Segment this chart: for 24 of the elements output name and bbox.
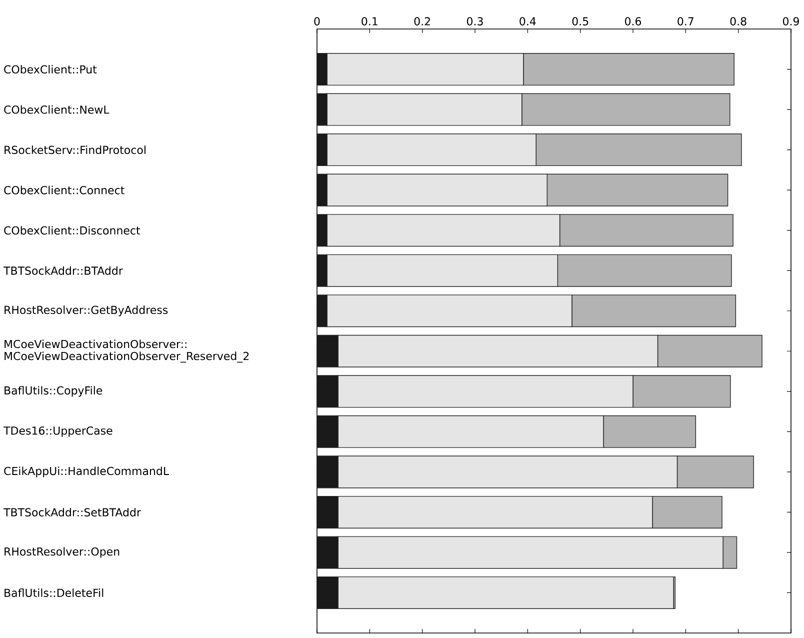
y-tick-label: CObexClient::Put — [4, 65, 97, 74]
y-tick-label: CObexClient::NewL — [4, 105, 110, 114]
y-tick-label: TDes16::UpperCase — [3, 426, 112, 437]
y-tick-label: MCoeViewDeactivationObserver:: MCoeViewDeactivationObserver_Reserved_2 — [4, 340, 249, 363]
y-tick-label: CObexClient::Disconnect — [4, 226, 140, 235]
y-tick-label: BaflUtils::CopyFile — [4, 386, 102, 397]
x-tick-label: 0 — [314, 17, 320, 26]
y-tick-label: RHostResolver::GetByAddress — [4, 306, 168, 316]
x-tick-label: 0.8 — [730, 17, 746, 26]
y-tick-label: CObexClient::Connect — [4, 186, 124, 194]
x-tick-label: 0.3 — [466, 17, 483, 26]
x-tick-label: 0.9 — [782, 17, 799, 26]
x-tick-label: 0.7 — [678, 17, 694, 26]
y-tick-label: RHostResolver::Open — [4, 547, 120, 558]
x-tick-label: 0.6 — [624, 17, 642, 26]
y-tick-label: CEikAppUi::HandleCommandL — [4, 466, 170, 478]
x-tick-label: 0.2 — [414, 17, 430, 26]
x-tick-label: 0.1 — [362, 17, 378, 26]
y-tick-label: TBTSockAddr::BTAddr — [3, 266, 123, 275]
x-tick-label: 0.4 — [520, 17, 536, 26]
y-tick-label: BaflUtils::DeleteFil — [4, 588, 104, 597]
y-tick-label: TBTSockAddr::SetBTAddr — [3, 508, 141, 516]
x-tick-label: 0.5 — [572, 17, 588, 26]
y-tick-label: RSocketServ::FindProtocol — [4, 146, 146, 154]
